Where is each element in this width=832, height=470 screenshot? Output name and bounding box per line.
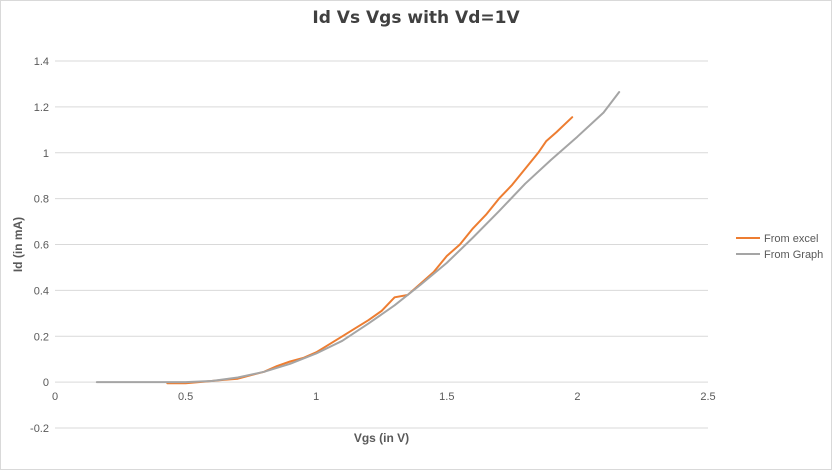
legend-label: From Graph: [764, 249, 823, 261]
x-tick-label: 2: [574, 391, 580, 403]
legend-label: From excel: [764, 233, 818, 245]
x-tick-label: 2.5: [700, 391, 715, 403]
x-tick-label: 0.5: [178, 391, 193, 403]
y-tick-label: -0.2: [30, 423, 49, 435]
y-axis-title: Id (in mA): [11, 217, 25, 272]
grid-lines: [55, 60, 708, 429]
y-tick-label: 0: [43, 377, 49, 389]
series-group: [95, 91, 621, 385]
y-axis-ticks: -0.2 0 0.2 0.4 0.6 0.8 1 1.2 1.4: [30, 56, 49, 435]
y-tick-label: 0.4: [34, 285, 49, 297]
y-tick-label: 1: [43, 148, 49, 160]
chart-title: Id Vs Vgs with Vd=1V: [312, 8, 520, 28]
x-axis-title: Vgs (in V): [354, 431, 409, 445]
series-line-from-excel: [166, 116, 574, 385]
legend: From excel From Graph: [736, 233, 823, 261]
y-tick-label: 0.6: [34, 240, 49, 252]
y-tick-label: 0.8: [34, 194, 49, 206]
x-tick-label: 1.5: [439, 391, 454, 403]
y-tick-label: 1.4: [34, 56, 49, 68]
series-line-from-graph: [95, 91, 621, 384]
y-tick-label: 1.2: [34, 102, 49, 114]
x-axis-ticks: 0 0.5 1 1.5 2 2.5: [52, 391, 716, 403]
x-tick-label: 1: [313, 391, 319, 403]
y-tick-label: 0.2: [34, 331, 49, 343]
x-tick-label: 0: [52, 391, 58, 403]
